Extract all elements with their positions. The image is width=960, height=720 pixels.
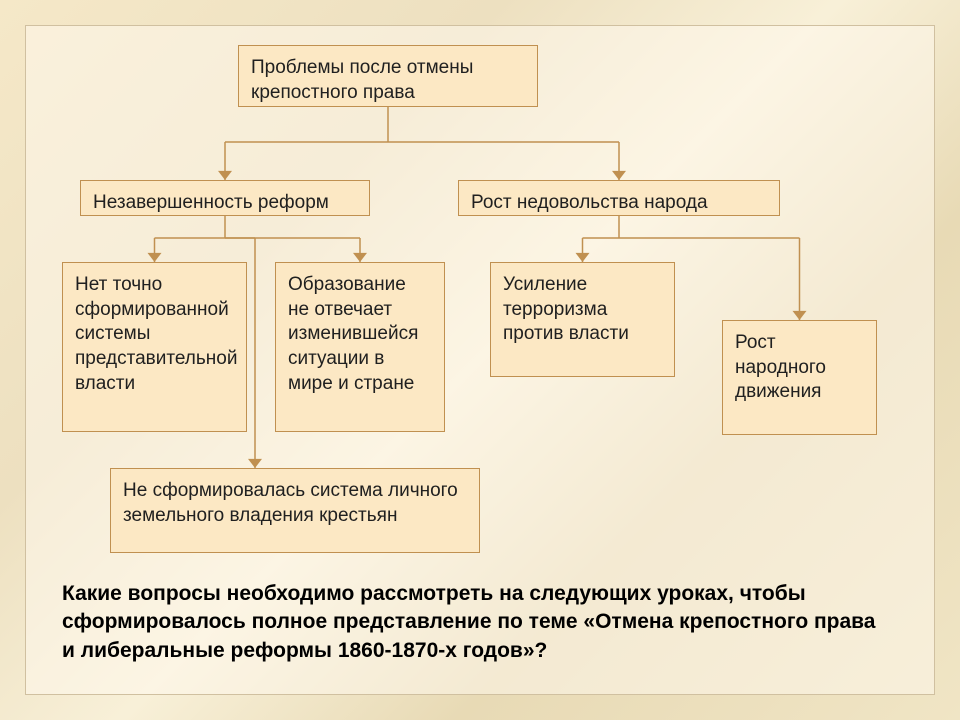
leaf-node-2: Образование не отвечает изменившейся сит…: [275, 262, 445, 432]
leaf-node-1: Нет точно сформированной системы предста…: [62, 262, 247, 432]
branch-right: Рост недовольства народа: [458, 180, 780, 216]
leaf-node-3: Не сформировалась система личного земель…: [110, 468, 480, 553]
question-text: Какие вопросы необходимо рассмотреть на …: [62, 580, 892, 665]
leaf-node-4: Усиление терроризма против власти: [490, 262, 675, 377]
branch-left: Незавершенность реформ: [80, 180, 370, 216]
root-node: Проблемы после отмены крепостного права: [238, 45, 538, 107]
leaf-node-5: Рост народного движения: [722, 320, 877, 435]
